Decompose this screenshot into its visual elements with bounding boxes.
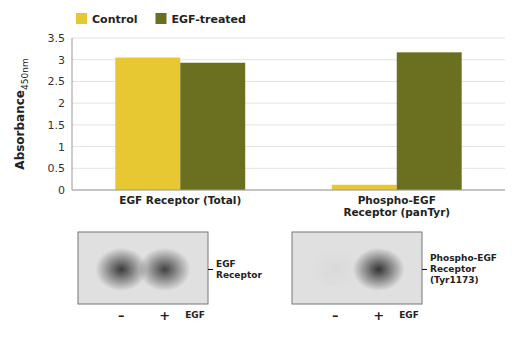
- y-tick-label: 1: [58, 141, 65, 154]
- band-marker: [208, 269, 213, 270]
- text-line: Receptor (panTyr): [343, 206, 450, 218]
- text-line: Receptor: [430, 264, 476, 274]
- text-line: EGF: [216, 259, 236, 269]
- blot-label: EGFReceptor: [216, 259, 262, 280]
- blot-band: [139, 248, 191, 291]
- bar: [115, 58, 180, 190]
- lane-title: EGF: [399, 310, 419, 320]
- y-tick-label: 0: [58, 184, 65, 197]
- chart-container: 0 0.5 1 1.5 2 2.5 3 3.5 Absorbance450nm EGF Recep…: [0, 0, 520, 350]
- bars: [115, 52, 461, 190]
- lane-label: –: [332, 308, 339, 323]
- y-label-subscript: 450nm: [20, 58, 30, 90]
- text-line: Phospho-EGF: [430, 253, 497, 263]
- y-tick-label: 2: [58, 97, 65, 110]
- bar: [332, 185, 397, 190]
- y-label-main: Absorbance: [13, 90, 27, 170]
- grid: [72, 38, 505, 190]
- blot-panel: – + EGF Phospho-EGFReceptor(Tyr1173): [292, 232, 497, 323]
- text-line: EGF Receptor (Total): [119, 194, 241, 206]
- x-axis-line: [72, 190, 505, 191]
- legend: Control EGF-treated: [76, 13, 246, 26]
- blot-band: [353, 248, 405, 291]
- x-tick-label: Phospho-EGFReceptor (panTyr): [343, 194, 450, 218]
- y-tick-label: 3.5: [48, 32, 66, 45]
- legend-label: Control: [92, 13, 137, 26]
- y-tick-label: 1.5: [48, 119, 66, 132]
- y-tick-label: 0.5: [48, 162, 66, 175]
- legend-swatch: [155, 13, 166, 24]
- blot-frame: [292, 232, 422, 304]
- y-axis-line: [72, 38, 73, 190]
- bar: [180, 63, 245, 190]
- lane-label: –: [118, 308, 125, 323]
- lane-label: +: [159, 308, 170, 323]
- y-axis-label: Absorbance450nm: [13, 58, 30, 169]
- blot-panel: –+EGFEGFReceptor: [78, 232, 262, 323]
- blot-label: Phospho-EGFReceptor(Tyr1173): [430, 253, 497, 285]
- text-line: Phospho-EGF: [358, 194, 436, 206]
- text-line: Receptor: [216, 270, 262, 280]
- x-tick-label: EGF Receptor (Total): [119, 194, 241, 206]
- y-tick-label: 2.5: [48, 75, 66, 88]
- y-tick-label: 3: [58, 54, 65, 67]
- text-line: (Tyr1173): [430, 275, 479, 285]
- lane-title: EGF: [185, 310, 205, 320]
- grid-line: [72, 38, 505, 39]
- lane-label: +: [373, 308, 384, 323]
- band-marker: [422, 269, 427, 270]
- chart-svg: 0 0.5 1 1.5 2 2.5 3 3.5 Absorbance450nm EGF Recep…: [0, 0, 520, 350]
- bar: [397, 52, 462, 190]
- blot-frame: [78, 232, 208, 304]
- grid-line: [72, 190, 505, 191]
- legend-swatch: [76, 13, 87, 24]
- legend-label: EGF-treated: [171, 13, 245, 26]
